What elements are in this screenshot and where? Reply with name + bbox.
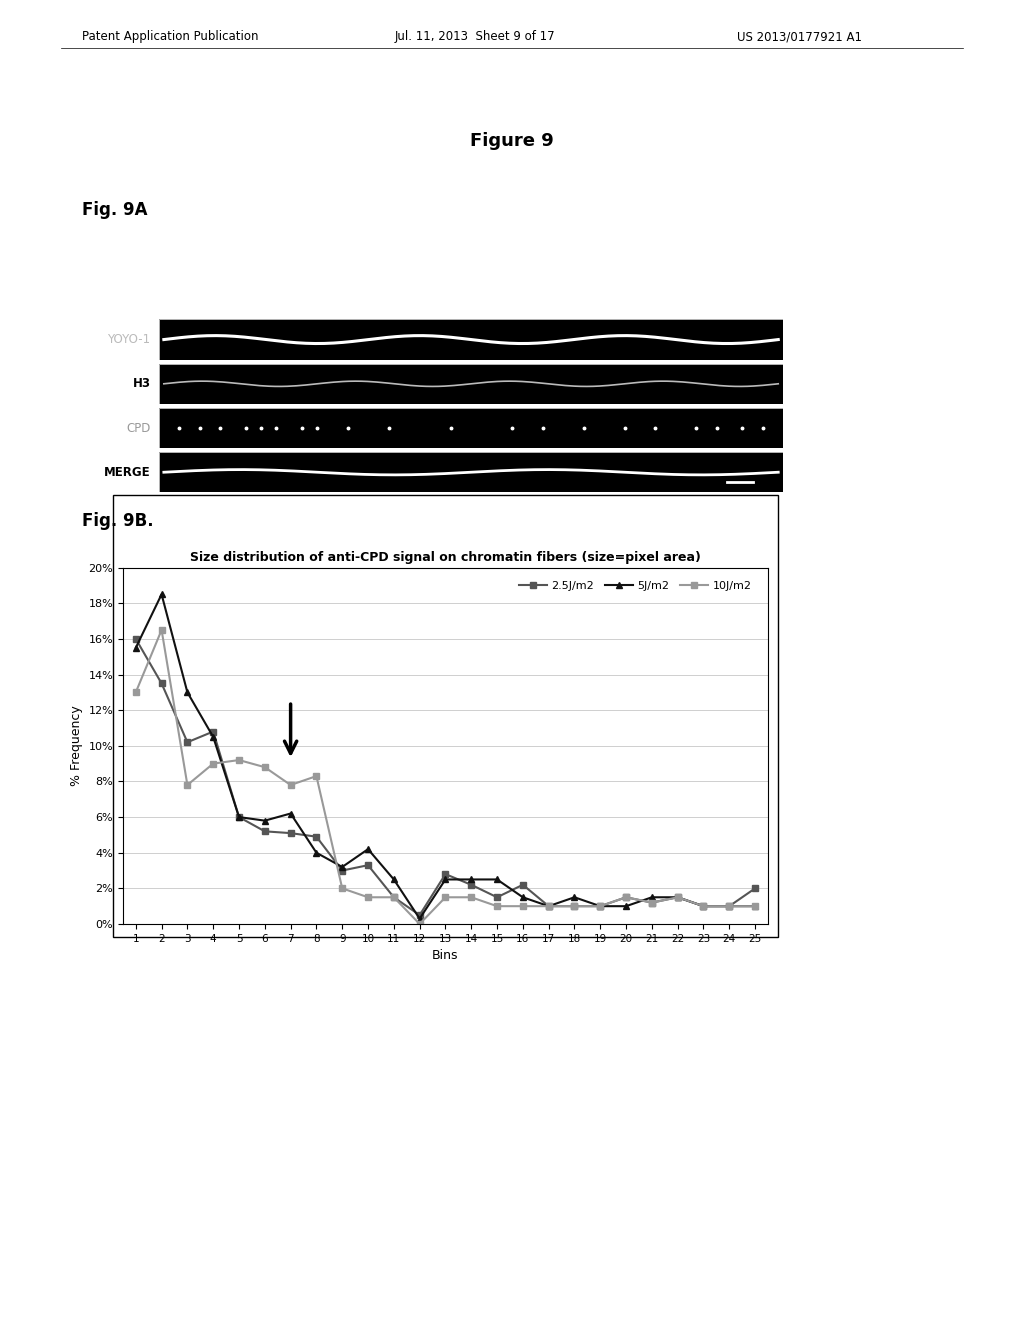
5J/m2 <box>594 898 606 913</box>
2.5J/m2 <box>156 676 168 692</box>
10J/m2 <box>414 916 426 932</box>
2.5J/m2 <box>207 723 219 739</box>
10J/m2 <box>361 890 374 906</box>
10J/m2 <box>672 890 684 906</box>
2.5J/m2 <box>259 824 271 840</box>
2.5J/m2 <box>517 876 529 892</box>
5J/m2 <box>465 871 477 887</box>
10J/m2 <box>130 684 142 700</box>
5J/m2 <box>697 898 710 913</box>
5J/m2 <box>646 890 658 906</box>
10J/m2 <box>285 777 297 793</box>
10J/m2 <box>723 898 735 913</box>
10J/m2 <box>697 898 710 913</box>
Legend: 2.5J/m2, 5J/m2, 10J/m2: 2.5J/m2, 5J/m2, 10J/m2 <box>514 577 756 595</box>
Text: H3: H3 <box>132 378 151 391</box>
Text: Fig. 9A: Fig. 9A <box>82 201 147 219</box>
5J/m2 <box>285 805 297 821</box>
5J/m2 <box>207 729 219 744</box>
2.5J/m2 <box>388 890 400 906</box>
2.5J/m2 <box>594 898 606 913</box>
2.5J/m2 <box>697 898 710 913</box>
X-axis label: Bins: Bins <box>432 949 459 962</box>
2.5J/m2 <box>439 866 452 882</box>
2.5J/m2 <box>620 890 632 906</box>
10J/m2 <box>490 898 503 913</box>
Text: US 2013/0177921 A1: US 2013/0177921 A1 <box>737 30 862 44</box>
10J/m2 <box>336 880 348 896</box>
Text: YOYO-1: YOYO-1 <box>108 333 151 346</box>
2.5J/m2 <box>285 825 297 841</box>
5J/m2 <box>517 890 529 906</box>
10J/m2 <box>646 895 658 911</box>
2.5J/m2 <box>181 734 194 750</box>
5J/m2 <box>232 809 245 825</box>
2.5J/m2 <box>232 809 245 825</box>
Text: Jul. 11, 2013  Sheet 9 of 17: Jul. 11, 2013 Sheet 9 of 17 <box>394 30 555 44</box>
Y-axis label: % Frequency: % Frequency <box>70 705 83 787</box>
10J/m2 <box>310 768 323 784</box>
2.5J/m2 <box>749 880 761 896</box>
2.5J/m2 <box>646 895 658 911</box>
5J/m2 <box>388 871 400 887</box>
Text: Patent Application Publication: Patent Application Publication <box>82 30 258 44</box>
10J/m2 <box>232 752 245 768</box>
Line: 2.5J/m2: 2.5J/m2 <box>132 635 759 919</box>
5J/m2 <box>620 898 632 913</box>
Title: Size distribution of anti-CPD signal on chromatin fibers (size=pixel area): Size distribution of anti-CPD signal on … <box>190 550 700 564</box>
5J/m2 <box>749 898 761 913</box>
2.5J/m2 <box>130 631 142 647</box>
2.5J/m2 <box>490 890 503 906</box>
2.5J/m2 <box>568 898 581 913</box>
10J/m2 <box>439 890 452 906</box>
2.5J/m2 <box>361 857 374 873</box>
5J/m2 <box>310 845 323 861</box>
5J/m2 <box>723 898 735 913</box>
5J/m2 <box>336 859 348 875</box>
10J/m2 <box>259 759 271 775</box>
5J/m2 <box>130 640 142 656</box>
Text: CPD: CPD <box>126 421 151 434</box>
5J/m2 <box>156 586 168 602</box>
5J/m2 <box>414 911 426 927</box>
2.5J/m2 <box>310 829 323 845</box>
2.5J/m2 <box>723 898 735 913</box>
2.5J/m2 <box>672 890 684 906</box>
2.5J/m2 <box>543 898 555 913</box>
10J/m2 <box>156 622 168 638</box>
10J/m2 <box>207 755 219 771</box>
5J/m2 <box>490 871 503 887</box>
10J/m2 <box>620 890 632 906</box>
5J/m2 <box>259 813 271 829</box>
10J/m2 <box>749 898 761 913</box>
10J/m2 <box>568 898 581 913</box>
5J/m2 <box>181 684 194 700</box>
10J/m2 <box>388 890 400 906</box>
5J/m2 <box>439 871 452 887</box>
Line: 10J/m2: 10J/m2 <box>132 627 759 928</box>
10J/m2 <box>543 898 555 913</box>
10J/m2 <box>517 898 529 913</box>
5J/m2 <box>568 890 581 906</box>
10J/m2 <box>181 777 194 793</box>
5J/m2 <box>361 841 374 857</box>
Line: 5J/m2: 5J/m2 <box>132 591 759 923</box>
2.5J/m2 <box>465 876 477 892</box>
Text: Fig. 9B.: Fig. 9B. <box>82 512 154 531</box>
5J/m2 <box>672 890 684 906</box>
2.5J/m2 <box>414 907 426 923</box>
Text: MERGE: MERGE <box>103 466 151 479</box>
10J/m2 <box>594 898 606 913</box>
5J/m2 <box>543 898 555 913</box>
Text: Figure 9: Figure 9 <box>470 132 554 150</box>
2.5J/m2 <box>336 863 348 879</box>
10J/m2 <box>465 890 477 906</box>
